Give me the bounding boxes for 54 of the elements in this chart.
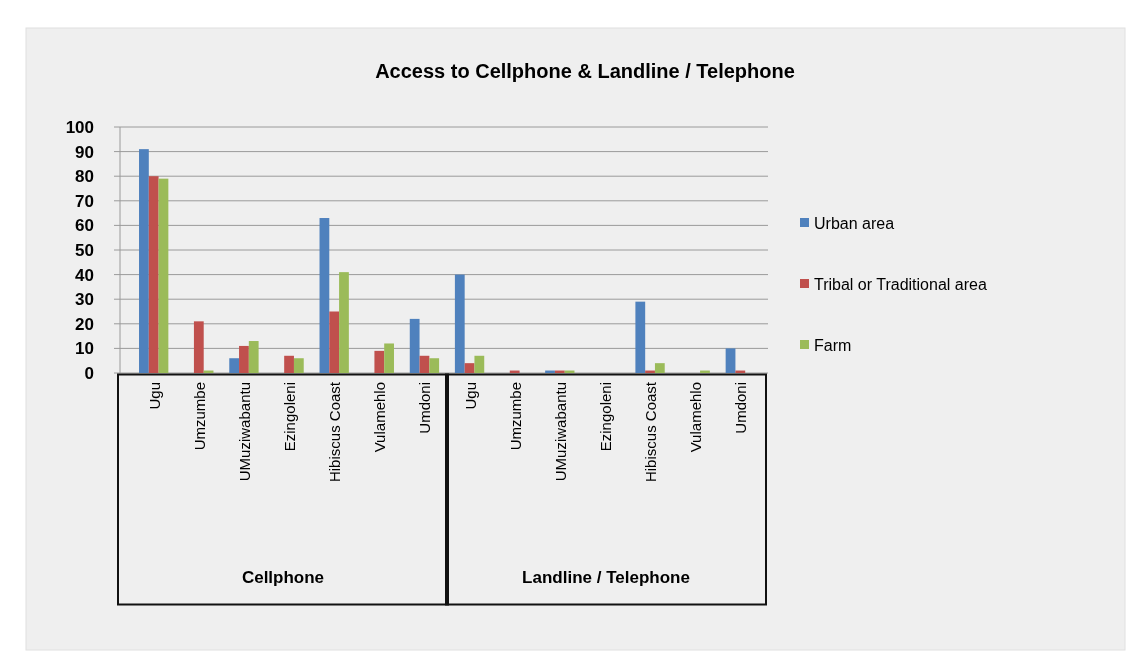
y-tick-label: 70	[75, 191, 94, 211]
x-tick-label: Vulamehlo	[687, 382, 705, 453]
x-tick-label: UMuziwabantu	[551, 382, 569, 482]
x-tick-label: Ugu	[145, 382, 163, 410]
y-tick-label: 10	[75, 339, 94, 359]
x-tick-label: Hibiscus Coast	[642, 381, 660, 483]
bar	[654, 363, 665, 373]
bar	[464, 363, 475, 373]
bar	[454, 274, 465, 373]
bar	[139, 149, 149, 373]
bar	[229, 358, 240, 373]
x-tick-label: Umzumbe	[506, 382, 524, 451]
y-tick-label: 100	[65, 117, 94, 137]
bar	[319, 218, 330, 373]
legend-label: Urban area	[814, 214, 895, 232]
x-tick-label: Umdoni	[732, 382, 750, 434]
bar	[429, 358, 440, 373]
bar	[239, 345, 249, 373]
y-tick-label: 50	[75, 240, 94, 260]
text: Landline / Telephone	[522, 568, 690, 587]
y-tick-label: 0	[84, 363, 94, 383]
y-tick-label: 20	[75, 314, 94, 334]
bar	[725, 348, 736, 373]
bar	[148, 176, 159, 373]
y-tick-label: 30	[75, 290, 94, 310]
bar	[474, 355, 485, 373]
x-tick-label: Hibiscus Coast	[326, 381, 344, 483]
x-tick-label: Ugu	[461, 382, 479, 410]
y-tick-label: 80	[75, 167, 94, 187]
x-tick-label: Umdoni	[416, 382, 434, 434]
bar	[419, 355, 430, 373]
legend-label: Tribal or Traditional area	[814, 275, 987, 293]
bar	[635, 301, 646, 373]
x-tick-label: UMuziwabantu	[235, 382, 253, 482]
x-tick-label: Umzumbe	[190, 382, 208, 451]
y-tick-label: 40	[75, 265, 94, 285]
bar	[339, 272, 349, 373]
text: Cellphone	[241, 568, 325, 587]
x-tick-label: Ezingoleni	[281, 382, 299, 452]
bar	[384, 343, 394, 373]
y-tick-label: 90	[75, 142, 94, 162]
bar	[409, 318, 420, 373]
bar	[248, 341, 259, 373]
y-tick-label: 60	[75, 216, 94, 236]
x-tick-label: Ezingoleni	[596, 382, 614, 452]
bar	[374, 350, 385, 373]
bar	[293, 358, 304, 373]
chart-title: Access to Cellphone & Landline / Telephone	[375, 60, 795, 82]
x-tick-label: Vulamehlo	[371, 382, 389, 453]
bar	[193, 321, 204, 373]
legend-label: Farm	[814, 336, 852, 354]
bar	[158, 178, 169, 373]
bar	[329, 311, 340, 373]
bar	[284, 355, 294, 373]
